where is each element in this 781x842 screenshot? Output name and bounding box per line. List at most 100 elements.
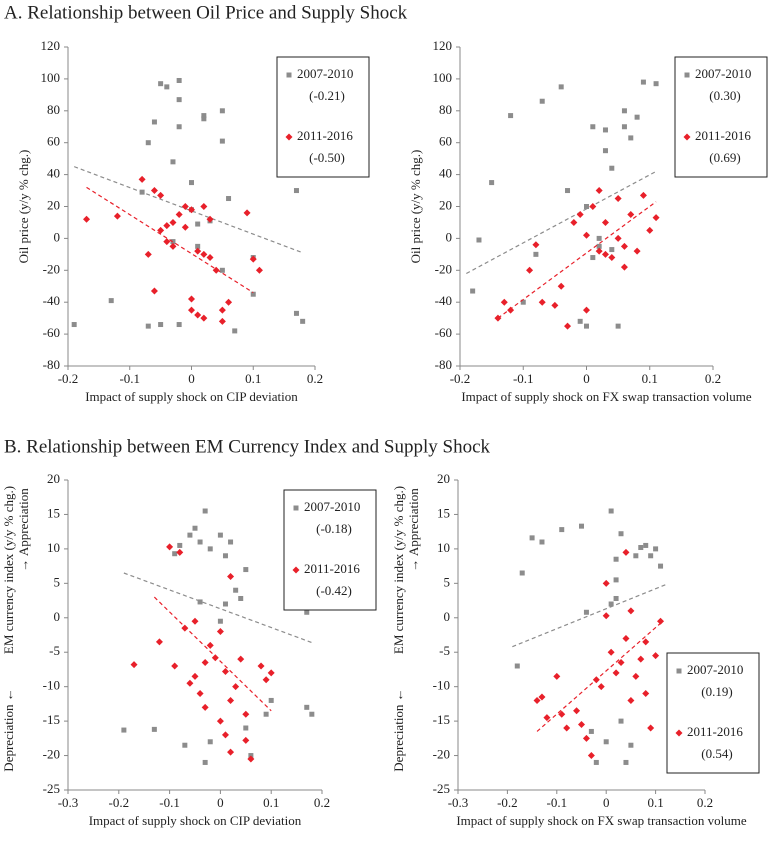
section-title: A. Relationship between Oil Price and Su… [4,2,408,23]
point [237,655,245,663]
point [242,736,250,744]
series [71,77,306,334]
point [197,539,203,545]
legend-note: (-0.21) [309,88,345,103]
point [596,243,602,249]
y-tick-label: -25 [43,781,60,796]
point [212,266,220,274]
point [583,231,590,239]
point [176,97,182,103]
point [177,542,183,548]
point [595,187,603,195]
series [130,543,275,763]
point [158,81,164,87]
point [558,710,566,718]
y-tick-label: -15 [433,712,450,727]
point [181,624,189,632]
y-tick-label: -10 [433,678,450,693]
point [657,617,665,625]
point [216,628,224,636]
point [648,553,654,559]
point [640,79,646,85]
point [221,668,229,676]
trend-line [512,584,666,648]
legend-label: 2011-2016 [304,561,360,576]
point [564,322,572,330]
y-axis-label: Oil price (y/y % chg.) [408,150,423,264]
point [609,247,615,253]
legend-label: 2007-2010 [304,499,360,514]
point [195,243,201,249]
point [628,135,634,141]
point [201,659,209,667]
legend-label: 2011-2016 [297,128,353,143]
point [250,291,256,297]
y-tick-label: -80 [43,357,60,372]
section-title: B. Relationship between EM Currency Inde… [4,436,491,457]
point [267,669,275,677]
y-tick-label: -20 [43,747,60,762]
point [196,690,204,698]
point [247,755,255,763]
point [202,508,208,514]
point [602,579,610,587]
trend-line [466,170,657,275]
point [243,725,249,731]
point [620,242,628,250]
x-tick-label: -0.1 [547,795,568,810]
point [216,717,224,725]
point [163,238,171,246]
point [643,542,649,548]
legend-label: 2007-2010 [297,66,353,81]
y-tick-label: 60 [47,134,60,149]
y-tick-label: -80 [435,357,452,372]
point [590,255,596,261]
x-axis-label: Impact of supply shock on CIP deviation [85,389,298,404]
point [222,601,228,607]
y-tick-label: 0 [444,609,451,624]
point [557,282,565,290]
point [627,696,635,704]
point [614,195,622,203]
point [217,618,223,624]
y-tick-label: -40 [435,293,452,308]
point [607,648,615,656]
legend-note: (0.19) [701,684,732,699]
point [583,609,589,615]
legend-box [666,652,760,774]
point [520,299,526,305]
y-tick-label: 80 [47,102,60,117]
point [613,556,619,562]
point [652,214,660,222]
point [150,187,158,195]
y-axis-label: EM currency index (y/y % chg.) [391,486,406,654]
series [494,187,660,330]
x-tick-label: 0.1 [642,371,658,386]
y-tick-label: -20 [435,261,452,276]
point [227,748,235,756]
point [172,551,178,557]
point [219,267,225,273]
y-tick-label: 5 [54,574,61,589]
point [163,222,171,230]
point [249,255,257,263]
point [538,298,546,306]
point [579,523,584,529]
trend-line [123,572,313,644]
point [533,251,539,257]
y-tick-label: 0 [54,229,61,244]
point [192,525,198,531]
legend-marker [285,133,293,141]
x-tick-label: 0.2 [705,371,721,386]
legend-note: (0.30) [709,88,740,103]
point [176,322,182,328]
point [188,306,195,314]
trend-line [497,201,657,319]
x-tick-label: 0 [188,371,195,386]
point [642,690,650,698]
point [590,124,596,130]
point [217,532,223,538]
point [176,548,184,556]
legend-marker [676,668,682,674]
